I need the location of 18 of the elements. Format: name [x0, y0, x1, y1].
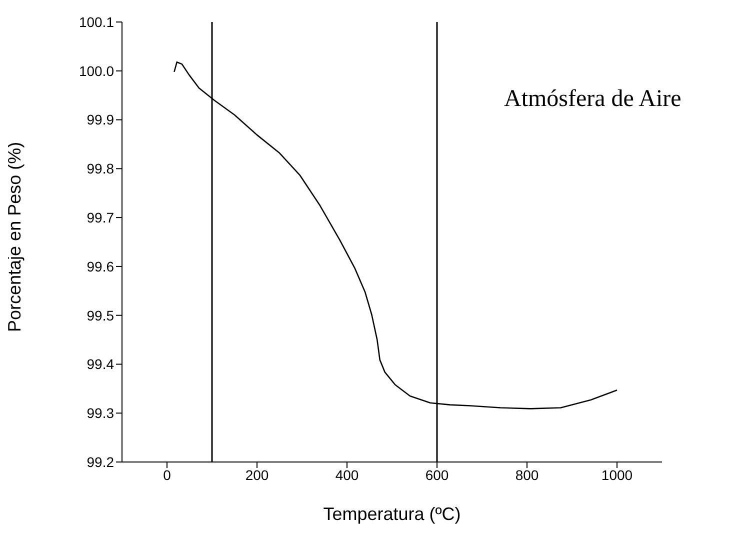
x-axis-title: Temperatura (ºC) [323, 504, 461, 524]
y-tick-label: 99.6 [86, 258, 114, 274]
y-tick-label: 99.8 [86, 160, 114, 177]
x-tick-label: 0 [163, 466, 172, 483]
y-tick-label: 99.3 [86, 405, 114, 422]
y-tick-label: 99.2 [86, 454, 114, 470]
x-tick-label: 200 [245, 466, 269, 483]
y-tick-label: 99.4 [86, 356, 114, 372]
y-tick-label: 99.7 [86, 210, 114, 226]
y-tick-label: 99.5 [86, 307, 114, 324]
annotation: Atmósfera de Aire [504, 86, 682, 113]
y-tick-label: 100.1 [78, 14, 114, 30]
x-tick-label: 600 [425, 466, 449, 483]
x-tick-label: 1000 [601, 466, 633, 483]
x-tick-label: 800 [515, 466, 539, 483]
y-tick-label: 100.0 [78, 62, 114, 79]
x-tick-label: 400 [335, 466, 359, 483]
y-tick-label: 99.9 [86, 112, 114, 128]
